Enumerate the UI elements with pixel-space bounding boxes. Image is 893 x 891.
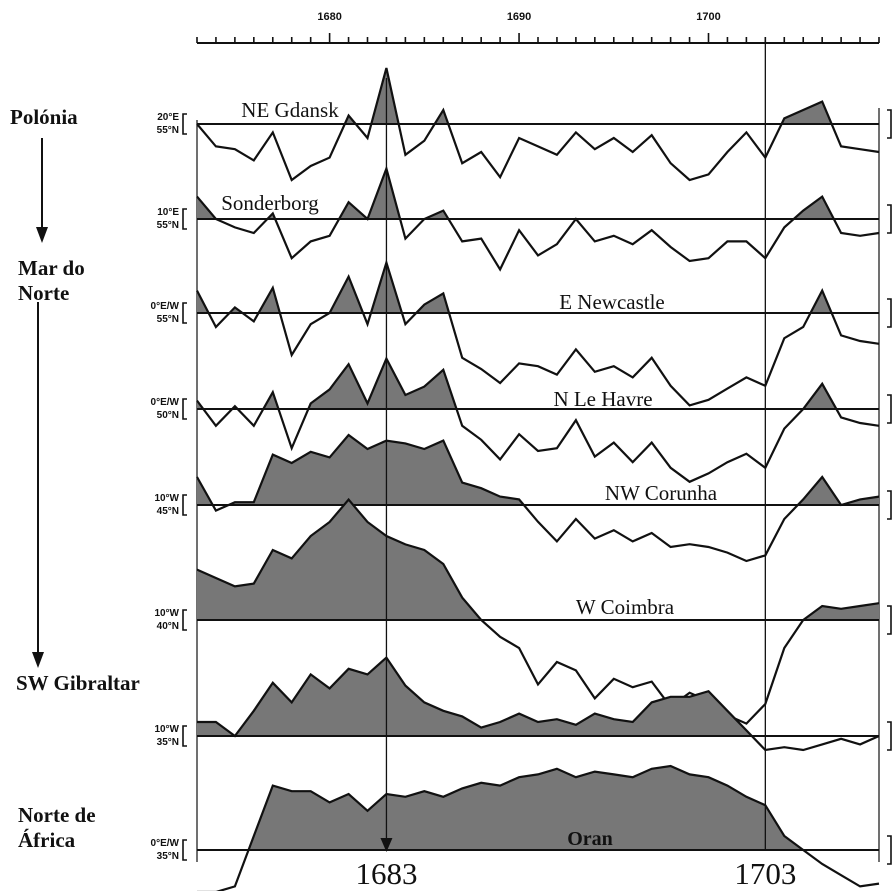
left-bracket (182, 113, 187, 135)
series-n-le-havre: 0°E/W 50°N N Le Havre (151, 356, 892, 484)
coord-lat: 55°N (157, 314, 179, 325)
positive-anomaly-fill (197, 358, 879, 409)
right-bracket (887, 490, 892, 520)
x-tick-label: 1690 (507, 11, 531, 23)
coord-lon: 10°W (154, 724, 179, 735)
coord-lat: 55°N (157, 125, 179, 136)
left-bracket (182, 725, 187, 747)
top-axis: 1680 1690 1700 (196, 11, 880, 44)
series-sw-gibraltar: 10°W 35°N (154, 655, 892, 752)
coord-lon: 0°E/W (151, 301, 180, 312)
region-label: SW Gibraltar (16, 671, 140, 695)
series-sonderborg: 10°E 55°N Sonderborg (157, 165, 892, 272)
right-bracket (887, 298, 892, 328)
region-arrowhead (32, 652, 44, 668)
x-tick-label: 1680 (317, 11, 341, 23)
left-bracket (182, 609, 187, 631)
series-line (196, 258, 880, 407)
right-bracket (887, 109, 892, 139)
coord-lat: 35°N (157, 737, 179, 748)
positive-anomaly-fill (197, 68, 879, 124)
left-bracket (182, 302, 187, 324)
coord-lon: 0°E/W (151, 838, 180, 849)
right-bracket (887, 605, 892, 635)
coord-lat: 50°N (157, 410, 179, 421)
x-tick-label: 1700 (696, 11, 720, 23)
region-arrows (32, 138, 48, 668)
region-label: Norte de África (18, 803, 96, 852)
positive-anomaly-fill (197, 766, 879, 850)
series-label: NE Gdansk (241, 98, 339, 122)
series-label: N Le Havre (553, 387, 652, 411)
highlight-arrowhead (380, 838, 393, 852)
right-bracket (887, 394, 892, 424)
series-ne-gdansk: 20°E 55°N NE Gdansk (157, 67, 892, 182)
series-label: W Coimbra (576, 595, 675, 619)
coord-lon: 10°E (157, 207, 179, 218)
left-bracket (182, 839, 187, 861)
series-e-newcastle: 0°E/W 55°N E Newcastle (151, 258, 892, 407)
right-bracket (887, 835, 892, 865)
region-arrowhead (36, 227, 48, 243)
series-w-coimbra: 10°W 40°N W Coimbra (154, 497, 892, 725)
highlight-year-label: 1683 (355, 856, 417, 891)
coord-lon: 10°W (154, 608, 179, 619)
region-label: Polónia (10, 105, 78, 129)
coord-lon: 20°E (157, 112, 179, 123)
coord-lon: 10°W (154, 493, 179, 504)
series-label: Sonderborg (221, 191, 319, 215)
series-label: Oran (567, 828, 613, 850)
left-bracket (182, 494, 187, 516)
region-labels: Polónia Mar do Norte SW Gibraltar Norte de Áf… (10, 105, 140, 852)
highlight-year-label: 1703 (734, 856, 796, 891)
right-bracket (887, 721, 892, 751)
coord-lat: 55°N (157, 220, 179, 231)
positive-anomaly-fill (197, 499, 879, 620)
series-label: E Newcastle (559, 290, 665, 314)
positive-anomaly-fill (197, 262, 879, 313)
left-bracket (182, 398, 187, 420)
series-nw-corunha: 10°W 45°N NW Corunha (154, 433, 892, 563)
coord-lat: 40°N (157, 621, 179, 632)
coord-lat: 45°N (157, 506, 179, 517)
coord-lat: 35°N (157, 851, 179, 862)
coord-lon: 0°E/W (151, 397, 180, 408)
left-bracket (182, 208, 187, 230)
series-label: NW Corunha (605, 481, 718, 505)
highlight-markers: 1683 1703 (355, 40, 796, 891)
series-oran: 0°E/W 35°N Oran (151, 764, 892, 891)
region-label: Mar do Norte (18, 256, 85, 305)
right-bracket (887, 204, 892, 234)
positive-anomaly-fill (197, 657, 879, 736)
positive-anomaly-fill (197, 168, 879, 219)
positive-anomaly-fill (197, 435, 879, 505)
series-panels: 20°E 55°N NE Gdansk 10°E 55°N Sonderborg 0°E/W… (151, 67, 892, 891)
